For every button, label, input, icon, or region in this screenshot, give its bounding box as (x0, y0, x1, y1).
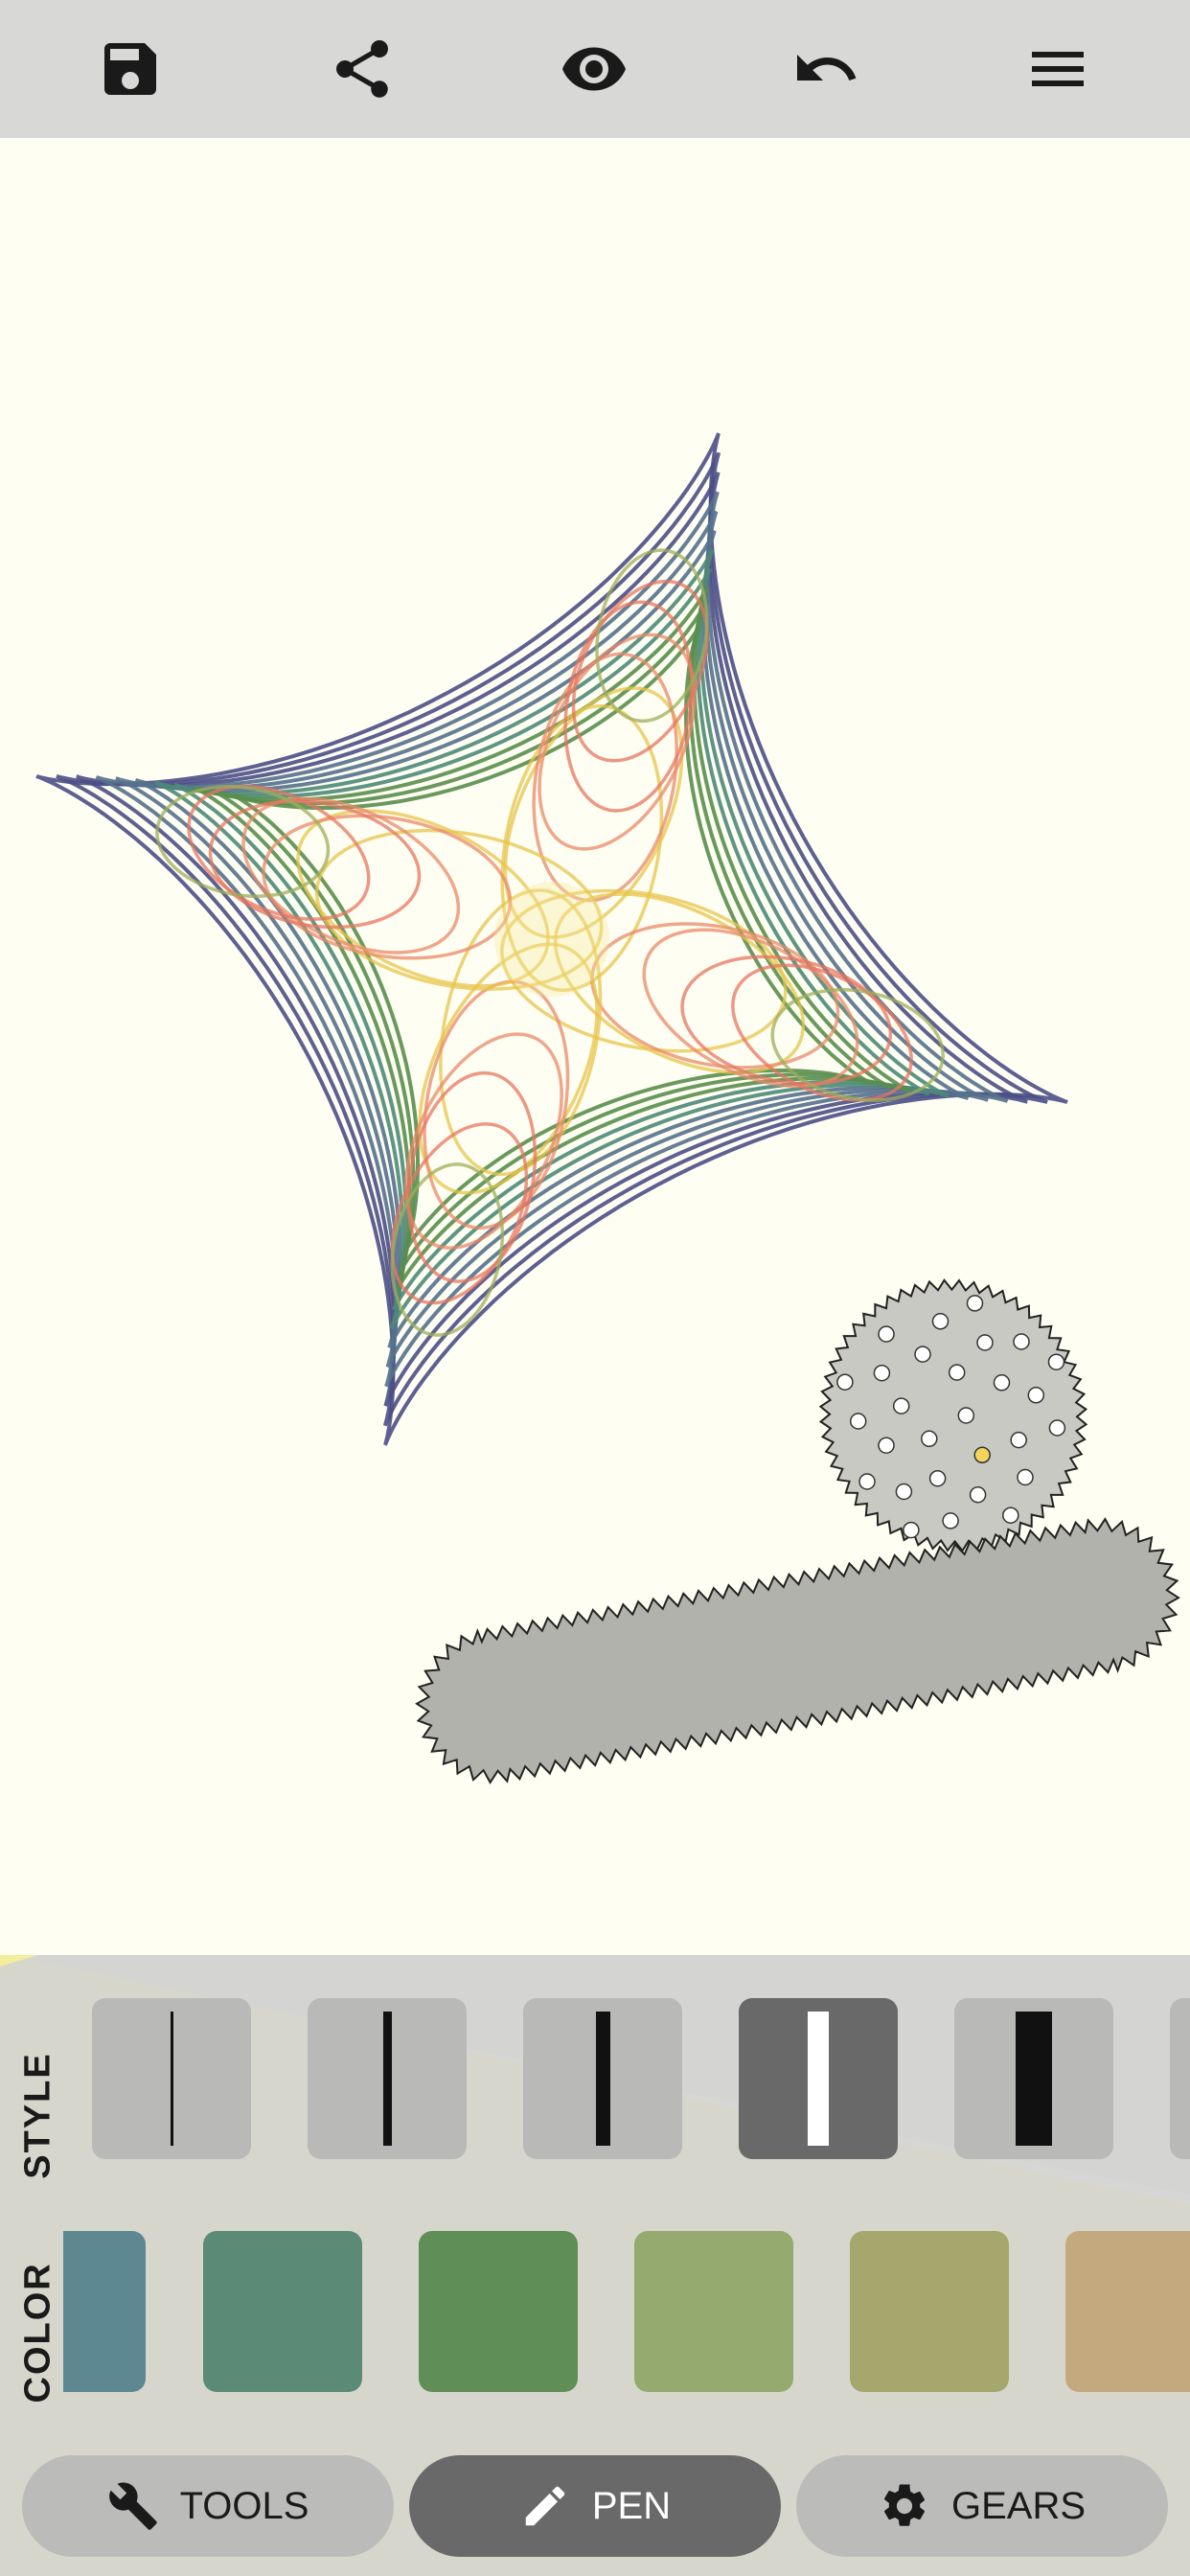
pen-hole[interactable] (836, 1373, 854, 1391)
pen-hole[interactable] (858, 1473, 876, 1490)
style-swatch-hairline[interactable] (92, 1998, 251, 2159)
style-preview-bar (595, 2012, 610, 2146)
style-swatch-thick[interactable] (739, 1998, 898, 2159)
color-swatch[interactable] (1065, 2231, 1190, 2392)
drawing-canvas[interactable] (0, 138, 1190, 1955)
top-toolbar (0, 0, 1190, 138)
pen-hole[interactable] (928, 1469, 947, 1487)
color-swatch[interactable] (634, 2231, 793, 2392)
style-swatch-thin[interactable] (308, 1998, 467, 2159)
tools-tab-button[interactable]: TOOLS (22, 2455, 394, 2557)
spirograph-pattern (35, 432, 1068, 1446)
pen-hole[interactable] (903, 1521, 920, 1539)
pen-hole[interactable] (942, 1512, 959, 1530)
pen-hole[interactable] (914, 1346, 931, 1363)
pen-hole[interactable] (1047, 1353, 1065, 1370)
pen-hole[interactable] (969, 1485, 987, 1504)
undo-icon (797, 55, 857, 80)
pencil-icon (525, 2486, 565, 2526)
pen-hole[interactable] (895, 1483, 913, 1501)
style-preview-bar (808, 2012, 829, 2146)
color-swatch[interactable] (850, 2231, 1009, 2392)
pen-hole[interactable] (966, 1295, 984, 1312)
pen-hole[interactable] (957, 1407, 975, 1424)
pen-hole[interactable] (993, 1374, 1011, 1392)
pen-hole[interactable] (1017, 1468, 1034, 1486)
pen-hole[interactable] (976, 1334, 994, 1351)
pen-hole[interactable] (1002, 1506, 1019, 1524)
gears-layer[interactable] (415, 1278, 1180, 1784)
style-preview-bar (382, 2012, 392, 2146)
pen-hole[interactable] (878, 1437, 895, 1454)
pen-hole[interactable] (1027, 1387, 1045, 1404)
pen-hole[interactable] (921, 1430, 938, 1448)
wrench-icon (108, 2482, 157, 2530)
style-swatch-medium[interactable] (523, 1998, 682, 2159)
menu-icon (1032, 52, 1084, 86)
eye-icon (562, 47, 626, 91)
pen-hole[interactable] (973, 1446, 991, 1464)
color-swatch[interactable] (63, 2231, 146, 2392)
color-swatch[interactable] (203, 2231, 362, 2392)
bar-gear[interactable] (415, 1517, 1180, 1784)
share-button[interactable] (314, 21, 410, 117)
tools-tab-label: TOOLS (179, 2484, 309, 2527)
save-icon (104, 43, 156, 95)
pen-hole[interactable] (873, 1364, 891, 1382)
pen-tab-button[interactable]: PEN (409, 2455, 781, 2557)
gears-tab-button[interactable]: GEARS (796, 2455, 1168, 2557)
pen-hole[interactable] (892, 1397, 910, 1414)
style-swatch-extra-thick[interactable] (954, 1998, 1113, 2159)
pen-hole[interactable] (948, 1364, 966, 1381)
pen-hole[interactable] (849, 1413, 867, 1430)
gears-tab-label: GEARS (950, 2484, 1087, 2527)
style-preview-bar (170, 2012, 173, 2146)
pen-hole[interactable] (931, 1313, 950, 1330)
preview-button[interactable] (546, 21, 642, 117)
style-row-label: STYLE (17, 2052, 58, 2179)
style-swatch-partial[interactable] (1170, 1998, 1190, 2159)
pen-hole[interactable] (1048, 1419, 1066, 1437)
share-icon (335, 40, 389, 98)
undo-button[interactable] (778, 21, 874, 117)
color-row-label: COLOR (17, 2262, 58, 2404)
pen-hole[interactable] (878, 1325, 895, 1343)
canvas-svg (35, 432, 1180, 1784)
gear-icon (883, 2484, 925, 2526)
pen-hole[interactable] (1010, 1431, 1027, 1449)
pen-hole[interactable] (1013, 1333, 1030, 1350)
menu-button[interactable] (1010, 21, 1106, 117)
style-preview-bar (1016, 2012, 1052, 2146)
save-button[interactable] (82, 21, 178, 117)
pen-tab-label: PEN (591, 2484, 672, 2527)
color-swatch[interactable] (419, 2231, 578, 2392)
